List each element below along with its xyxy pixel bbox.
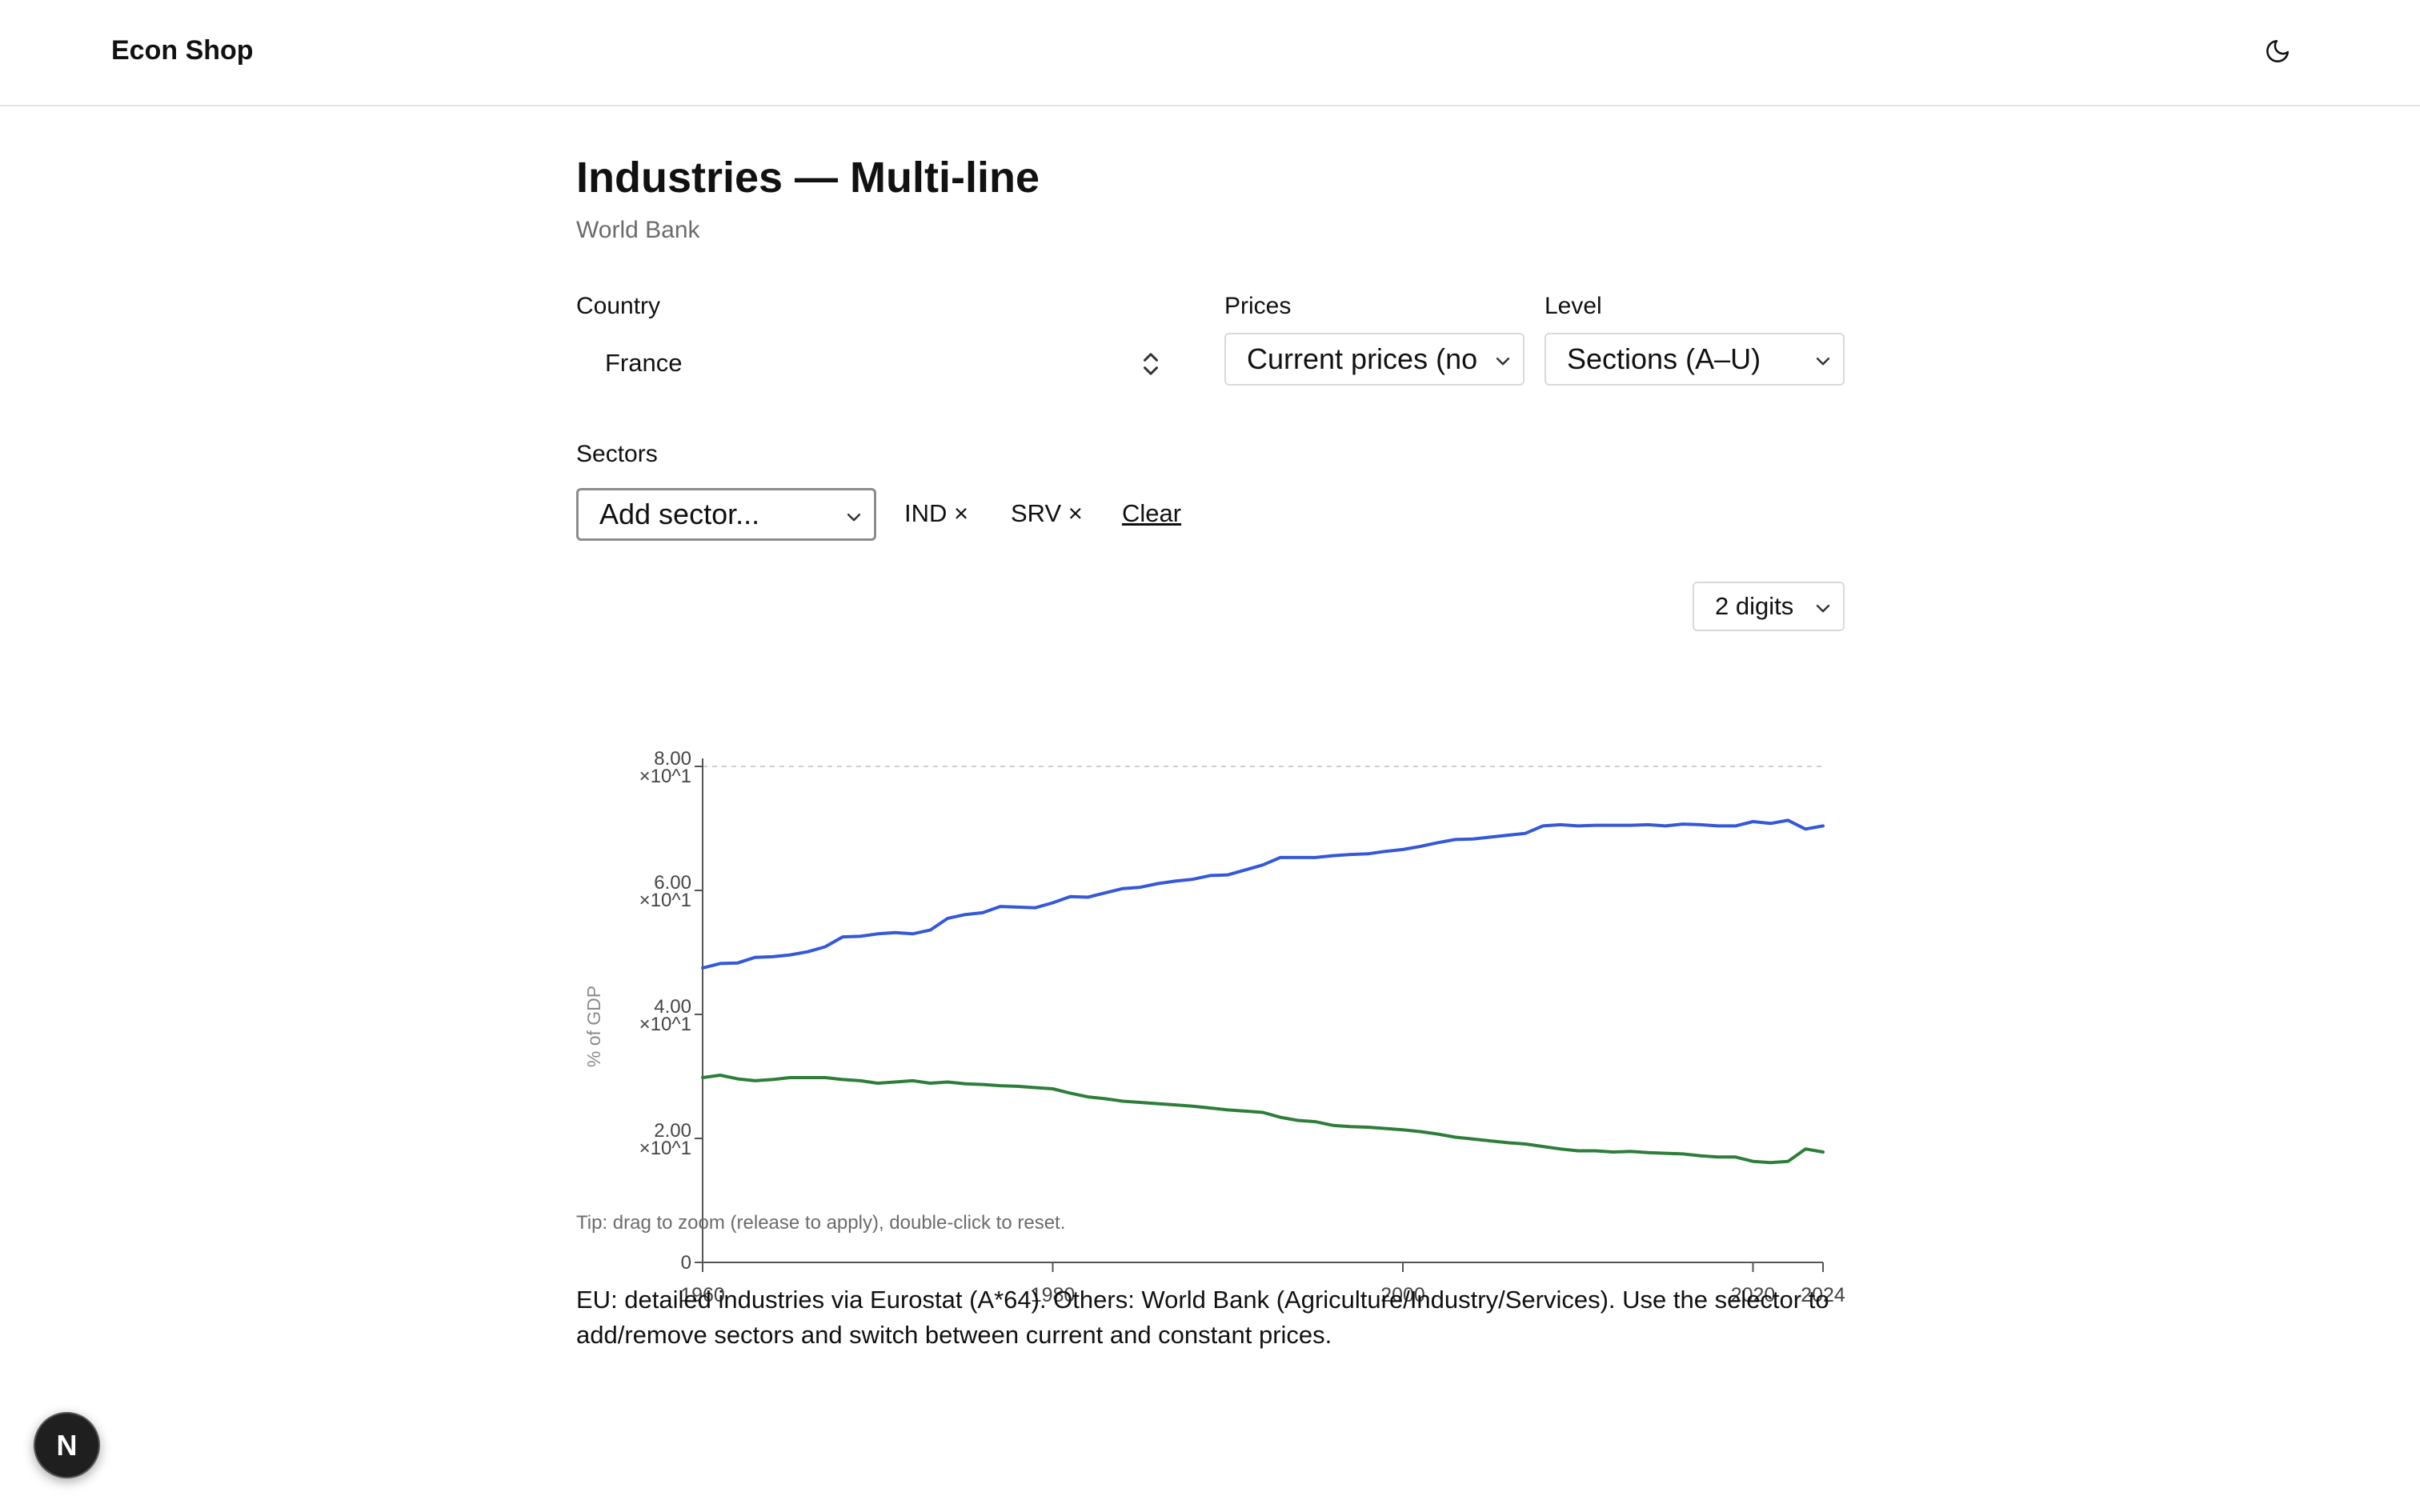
y-tick-label: 8.00 <box>654 748 691 770</box>
zoom-tip: Tip: drag to zoom (release to apply), do… <box>576 1212 1066 1234</box>
moon-icon <box>2266 39 2290 62</box>
chevron-down-icon <box>847 514 861 522</box>
x-tick-label: 1980 <box>1031 1284 1076 1306</box>
series-line-2 <box>701 1074 1825 1165</box>
page-title: Industries — Multi-line <box>576 154 1040 202</box>
chevron-down-icon <box>1816 605 1830 613</box>
chevron-down-icon <box>1816 358 1830 366</box>
y-tick-exponent: ×10^1 <box>639 766 691 787</box>
prices-value: Current prices (no <box>1247 342 1478 375</box>
level-select[interactable]: Sections (A–U) <box>1545 333 1845 386</box>
theme-toggle-button[interactable] <box>2258 32 2297 70</box>
country-label: Country <box>576 293 661 319</box>
add-sector-select[interactable]: Add sector... <box>576 488 876 541</box>
y-tick-label: 4.00 <box>654 996 691 1018</box>
x-tick-label: 2020 <box>1731 1284 1776 1306</box>
y-tick-label: 2.00 <box>654 1120 691 1142</box>
clear-sectors-link[interactable]: Clear <box>1122 499 1182 527</box>
x-tick-label: 2000 <box>1380 1284 1425 1306</box>
chevron-up-down-icon <box>1144 353 1158 375</box>
country-select[interactable]: France <box>576 333 1172 394</box>
sector-chip-ind[interactable]: IND × <box>904 499 969 527</box>
page-subtitle: World Bank <box>576 217 700 243</box>
y-axis-label: % of GDP <box>583 986 604 1067</box>
data-source-note: EU: detailed industries via Eurostat (A*… <box>576 1286 1829 1349</box>
level-label: Level <box>1545 293 1602 319</box>
series-line-1 <box>701 818 1825 970</box>
brand-logo[interactable]: Econ Shop <box>111 35 254 66</box>
x-tick-label: 1960 <box>680 1284 725 1306</box>
sectors-label: Sectors <box>576 441 658 467</box>
digits-value: 2 digits <box>1715 592 1794 620</box>
chevron-down-icon <box>1496 358 1510 366</box>
next-dev-tools-button[interactable]: N <box>34 1412 100 1478</box>
prices-label: Prices <box>1224 293 1292 319</box>
prices-select[interactable]: Current prices (no <box>1224 333 1525 386</box>
y-tick-exponent: ×10^1 <box>639 1014 691 1035</box>
x-tick-label: 2024 <box>1801 1284 1845 1306</box>
industries-line-chart[interactable]: 02.00×10^14.00×10^16.00×10^18.00×10^1196… <box>576 626 1845 1330</box>
add-sector-value: Add sector... <box>599 498 760 530</box>
y-tick-label: 6.00 <box>654 872 691 894</box>
level-value: Sections (A–U) <box>1567 342 1761 375</box>
y-tick-exponent: ×10^1 <box>639 1138 691 1159</box>
country-value: France <box>605 349 683 377</box>
digits-select[interactable]: 2 digits <box>1693 582 1845 631</box>
sector-chip-srv[interactable]: SRV × <box>1011 499 1083 527</box>
top-bar: Econ Shop <box>0 0 2420 106</box>
n-logo-icon: N <box>56 1428 78 1462</box>
y-tick-exponent: ×10^1 <box>639 890 691 911</box>
y-tick-label: 0 <box>681 1252 691 1274</box>
